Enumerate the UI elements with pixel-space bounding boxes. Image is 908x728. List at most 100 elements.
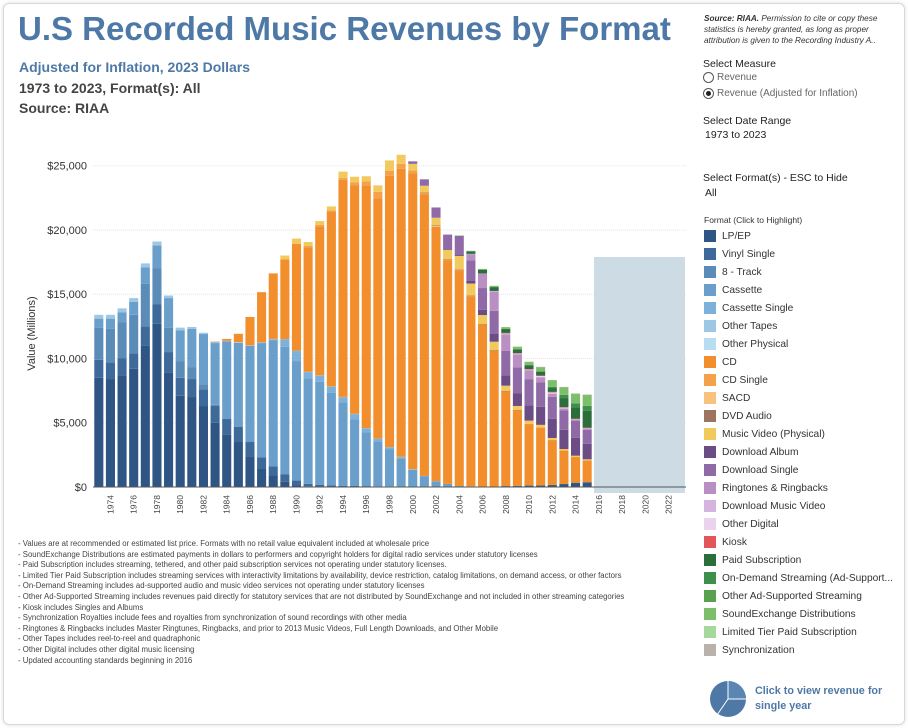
legend-item[interactable]: Limited Tier Paid Subscription [704,623,900,641]
legend-item[interactable]: Synchronization [704,641,900,659]
bar-segment [512,354,522,368]
bar-segment [187,367,197,380]
date-range-value[interactable]: 1973 to 2023 [705,129,767,141]
bar-segment [536,427,546,486]
legend-item[interactable]: CD Single [704,371,900,389]
legend-item[interactable]: On-Demand Streaming (Ad-Support... [704,569,900,587]
bar-segment [477,273,488,289]
bar-segment [524,485,534,487]
bar-segment [280,259,290,340]
bar-segment [373,486,383,487]
bar-segment [431,225,441,227]
bar-segment [524,361,534,366]
bar-segment [559,410,569,430]
bar-segment [559,450,569,452]
bar-segment [268,475,278,487]
bar-segment [559,386,569,388]
bar-segment [454,270,464,486]
bar-segment [152,245,162,269]
x-tick-label: 2008 [501,495,511,514]
bar-segment [210,422,220,487]
bar-segment [350,176,360,183]
measure-option-revenue-adjusted[interactable]: Revenue (Adjusted for Inflation) [703,88,858,99]
bar-segment [477,269,488,274]
legend-item[interactable]: Ringtones & Ringbacks [704,479,900,497]
legend-item[interactable]: Vinyl Single [704,245,900,263]
legend-item[interactable]: Other Digital [704,515,900,533]
single-year-link-text[interactable]: Click to view revenue for single year [755,685,883,712]
bar-segment [408,173,418,470]
bar-segment [222,434,232,487]
bar-segment [466,251,476,254]
bar-segment [489,334,499,342]
x-tick-label: 2014 [571,495,581,514]
bar-segment [512,349,522,354]
legend-item[interactable]: Download Single [704,461,900,479]
single-year-link[interactable]: Click to view revenue for single year [709,680,895,718]
bar-segment [257,292,267,343]
bar-segment [536,427,546,428]
bar-segment [466,250,476,252]
bar-segment [198,406,208,487]
bar-segment [105,318,115,329]
legend-label: Ringtones & Ringbacks [722,482,828,494]
legend-item[interactable]: Cassette [704,281,900,299]
bar-segment [571,407,581,419]
bar-segment [547,439,557,485]
x-tick-label: 1986 [245,495,255,514]
legend-item[interactable]: Other Tapes [704,317,900,335]
bar-segment [338,179,348,397]
bar-segment [315,224,325,227]
bar-segment [501,375,511,386]
bar-segment [396,163,406,169]
bar-segment [489,310,499,334]
bar-segment [350,419,360,486]
bar-segment [536,376,546,378]
legend-item[interactable]: 8 - Track [704,263,900,281]
bar-segment [245,442,255,457]
legend-item[interactable]: SACD [704,389,900,407]
bar-segment [140,263,150,268]
y-tick-label: $5,000 [53,418,87,430]
bar-segment [571,419,581,420]
radio-button-selected-icon[interactable] [703,88,714,99]
legend-item[interactable]: Download Album [704,443,900,461]
radio-button-icon[interactable] [703,72,714,83]
bar-segment [280,339,290,340]
bar-segment [501,333,511,335]
legend-item[interactable]: Paid Subscription [704,551,900,569]
bar-segment [117,308,127,313]
legend-item[interactable]: Music Video (Physical) [704,425,900,443]
bar-segment [536,375,546,376]
format-filter-value[interactable]: All [705,187,717,199]
bar-segment [443,259,453,261]
measure-option-revenue[interactable]: Revenue [703,72,757,83]
legend-item[interactable]: DVD Audio [704,407,900,425]
legend-item[interactable]: CD [704,353,900,371]
footnote-line: - Values are at recommended or estimated… [18,539,430,548]
bar-segment [338,178,348,180]
bar-segment [501,391,511,487]
bar-segment [501,332,511,334]
legend-swatch [704,248,716,260]
legend-item[interactable]: Kiosk [704,533,900,551]
legend-swatch [704,590,716,602]
bar-segment [187,328,197,368]
legend-item[interactable]: Download Music Video [704,497,900,515]
bar-segment [94,359,104,378]
bar-segment [315,375,325,376]
bar-segment [152,323,162,487]
legend-label: SACD [722,392,751,404]
footnote-line: - Limited Tier Paid Subscription include… [18,570,622,580]
legend-item[interactable]: Other Ad-Supported Streaming [704,587,900,605]
pie-chart-icon[interactable] [709,680,747,718]
bar-segment [466,254,476,261]
legend-label: Other Physical [722,338,789,350]
legend-item[interactable]: SoundExchange Distributions [704,605,900,623]
legend-item[interactable]: Other Physical [704,335,900,353]
legend-swatch [704,536,716,548]
legend-item[interactable]: LP/EP [704,227,900,245]
legend-item[interactable]: Cassette Single [704,299,900,317]
x-tick-label: 2018 [617,495,627,514]
bar-segment [396,168,406,457]
